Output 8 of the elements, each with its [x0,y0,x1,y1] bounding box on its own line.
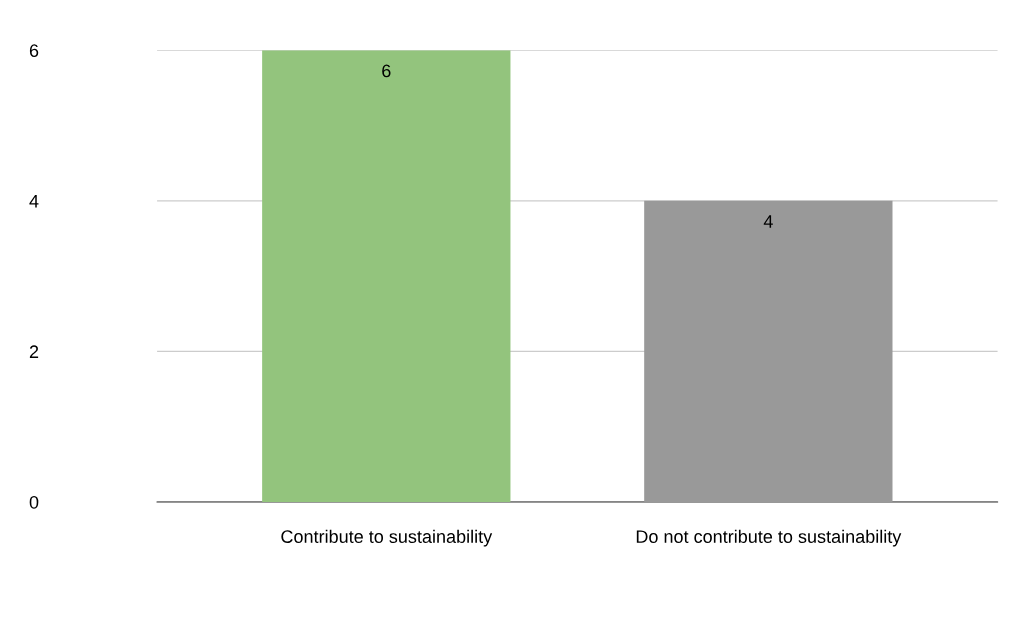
y-tick-label: 2 [29,345,39,358]
x-tick-label: Contribute to sustainability [281,529,493,547]
y-tick-label: 6 [29,44,39,58]
data-label: 6 [382,64,391,78]
y-tick-label: 0 [29,495,39,509]
y-tick-label: 4 [29,194,39,208]
x-tick-label: Do not contribute to sustainability [636,529,902,547]
data-label: 4 [763,215,773,228]
